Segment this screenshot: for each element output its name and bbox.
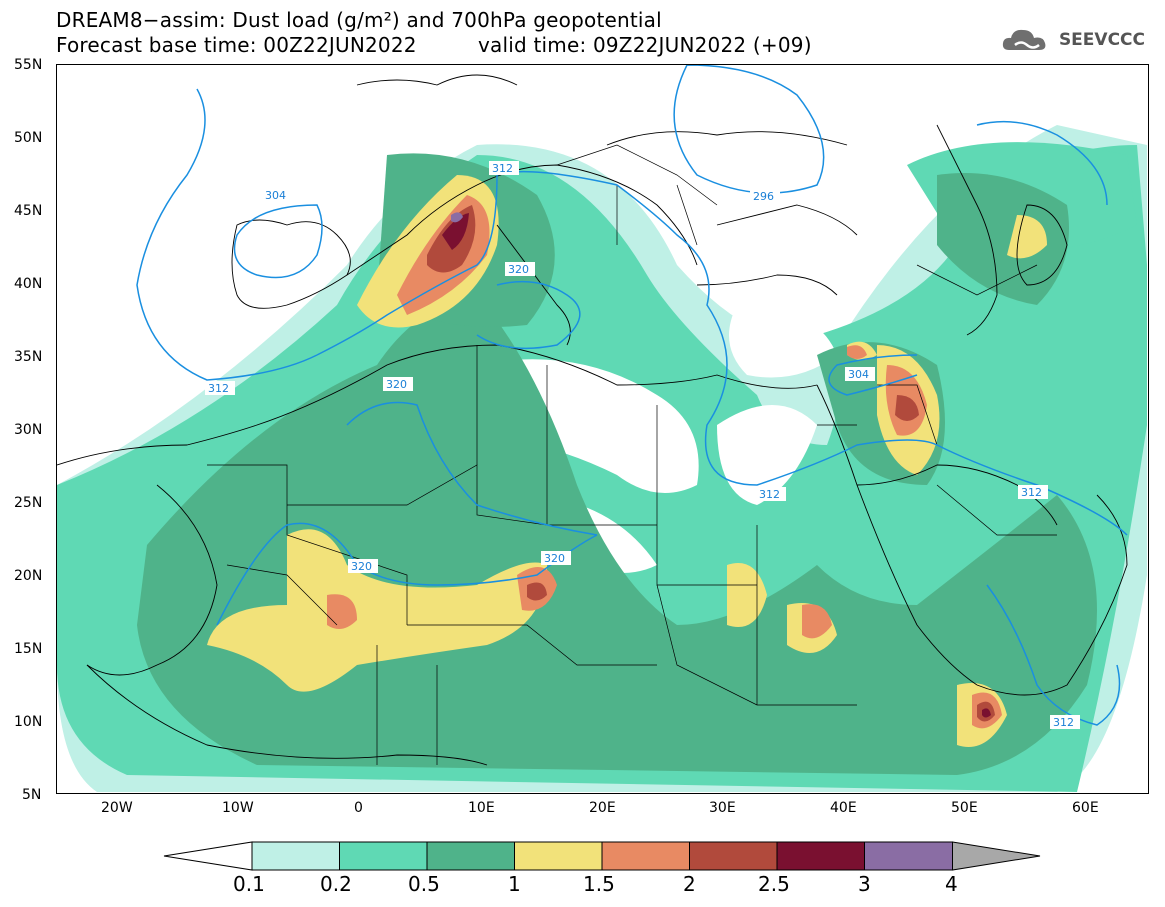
contour-label: 312: [1050, 715, 1080, 729]
logo-text: SEEVCCC: [1058, 30, 1145, 50]
contour-label: 320: [348, 559, 378, 573]
forecast-base-time: Forecast base time: 00Z22JUN2022: [56, 33, 417, 57]
colorbar-cell: [251, 841, 340, 871]
contour-label: 304: [845, 367, 875, 381]
contour-label: 320: [541, 551, 571, 565]
colorbar-cell: [339, 841, 428, 871]
svg-text:320: 320: [544, 552, 565, 565]
lat-label: 30N: [14, 422, 43, 438]
dust-layer-3: [451, 212, 463, 223]
contour-label: 296: [750, 189, 780, 203]
contour-label: 312: [489, 161, 519, 175]
dust-layer-2.5: [442, 213, 991, 718]
country-borders: [207, 144, 1057, 765]
contour-label: 304: [262, 188, 292, 202]
colorbar-label: 2: [683, 872, 696, 896]
svg-text:320: 320: [508, 263, 529, 276]
coastlines: [57, 74, 1128, 766]
lon-label: 60E: [1072, 800, 1099, 816]
lon-label: 10W: [222, 800, 254, 816]
lat-label: 55N: [14, 57, 43, 73]
colorbar-under: [163, 841, 253, 871]
svg-text:312: 312: [1021, 486, 1042, 499]
lon-label: 0: [354, 800, 363, 816]
colorbar-cell: [514, 841, 603, 871]
lat-label: 5N: [22, 787, 42, 803]
colorbar-label: 1.5: [583, 872, 615, 896]
colorbar-label: 2.5: [758, 872, 790, 896]
colorbar-label: 0.1: [233, 872, 265, 896]
colorbar-over: [952, 841, 1041, 871]
colorbar-cell: [776, 841, 865, 871]
contour-label: 320: [383, 377, 413, 391]
lon-label: 30E: [709, 800, 736, 816]
contour-label: 312: [205, 381, 235, 395]
colorbar-label: 4: [945, 872, 958, 896]
contour-label: 312: [756, 487, 786, 501]
svg-text:304: 304: [265, 189, 286, 202]
colorbar-cell: [426, 841, 515, 871]
svg-text:312: 312: [1053, 716, 1074, 729]
svg-text:312: 312: [759, 488, 780, 501]
colorbar-cell: [601, 841, 690, 871]
svg-text:312: 312: [492, 162, 513, 175]
lat-label: 25N: [14, 495, 43, 511]
geopotential-contours: [136, 65, 1128, 726]
svg-text:304: 304: [848, 368, 869, 381]
colorbar-label: 3: [858, 872, 871, 896]
lon-label: 10E: [468, 800, 495, 816]
colorbar-label: 0.2: [320, 872, 352, 896]
lon-label: 50E: [951, 800, 978, 816]
lat-label: 45N: [14, 203, 43, 219]
svg-text:320: 320: [386, 378, 407, 391]
dust-load-map: 304 312 320 320 312 320 304 312 320 296 …: [56, 64, 1149, 794]
valid-time: valid time: 09Z22JUN2022 (+09): [478, 33, 812, 57]
lon-label: 20E: [589, 800, 616, 816]
map-title: DREAM8−assim: Dust load (g/m²) and 700hP…: [56, 8, 662, 32]
colorbar-cell: [864, 841, 953, 871]
contour-label: 312: [1018, 485, 1048, 499]
lat-label: 10N: [14, 714, 43, 730]
contour-label: 320: [505, 262, 535, 276]
lat-label: 35N: [14, 349, 43, 365]
lat-label: 40N: [14, 276, 43, 292]
contour-labels: 304 312 320 320 312 320 304 312 320 296 …: [205, 161, 1080, 729]
svg-text:312: 312: [208, 382, 229, 395]
seevccc-logo: SEEVCCC: [1001, 26, 1145, 54]
svg-text:296: 296: [753, 190, 774, 203]
colorbar-label: 1: [508, 872, 521, 896]
colorbar-cell: [689, 841, 778, 871]
lon-label: 40E: [830, 800, 857, 816]
lat-label: 20N: [14, 568, 43, 584]
cloud-icon: [1002, 29, 1046, 50]
colorbar: [163, 841, 1041, 871]
lon-label: 20W: [101, 800, 133, 816]
svg-text:320: 320: [351, 560, 372, 573]
lat-label: 15N: [14, 641, 43, 657]
lat-label: 50N: [14, 130, 43, 146]
colorbar-label: 0.5: [408, 872, 440, 896]
